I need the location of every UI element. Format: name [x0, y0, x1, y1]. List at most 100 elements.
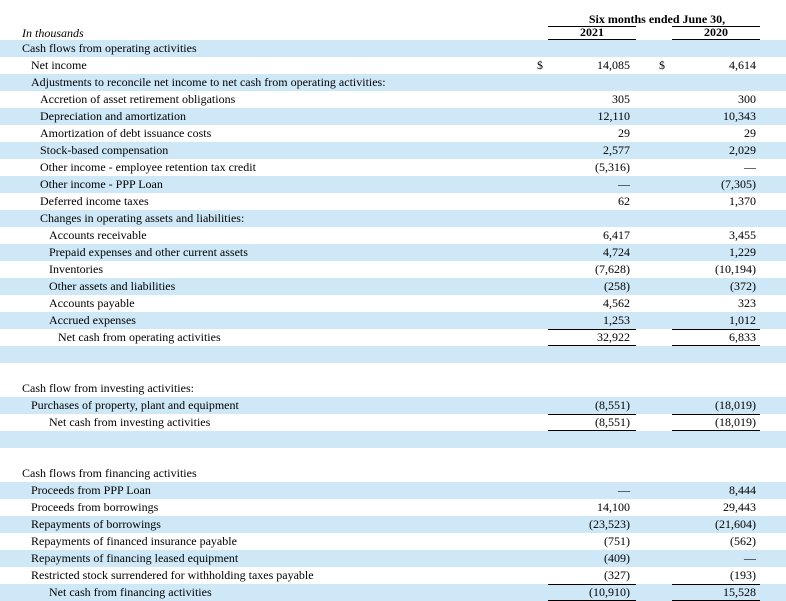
value-2020: (562) — [730, 534, 756, 548]
value-2020: (21,604) — [715, 517, 756, 531]
subtotal-rule-2021 — [548, 584, 636, 585]
total-rule-2020 — [672, 345, 760, 346]
row-label: Changes in operating assets and liabilit… — [40, 211, 245, 225]
header-rule-2020 — [672, 39, 760, 40]
row-label: Net income — [31, 58, 87, 72]
row-label: Accrued expenses — [49, 313, 136, 327]
total-rule-2021 — [548, 430, 636, 431]
value-2020: 1,012 — [729, 313, 756, 327]
value-2020: — — [744, 551, 756, 565]
table-row: Other income - PPP Loan — (7,305) — [0, 176, 786, 193]
value-2021: 29 — [618, 126, 630, 140]
value-2021: (5,316) — [595, 160, 630, 174]
value-2020: 8,444 — [729, 483, 756, 497]
total-rule-2021 — [548, 345, 636, 346]
subtotal-rule-2021 — [548, 414, 636, 415]
period-underline-2020 — [672, 26, 760, 27]
value-2021: (751) — [604, 534, 630, 548]
value-2020: 2,029 — [729, 143, 756, 157]
table-row: Net cash from operating activities 32,922… — [0, 329, 786, 346]
table-row: Net cash from financing activities (10,91… — [0, 584, 786, 601]
row-label: Prepaid expenses and other current asset… — [49, 245, 248, 259]
value-2020: (7,305) — [721, 177, 756, 191]
subtotal-rule-2020 — [672, 584, 760, 585]
row-label: Restricted stock surrendered for withhol… — [31, 568, 314, 582]
table-row: Adjustments to reconcile net income to n… — [0, 74, 786, 91]
value-2021: (10,910) — [589, 585, 630, 599]
table-row: Net cash from investing activities (8,551… — [0, 414, 786, 431]
value-2020: (18,019) — [715, 398, 756, 412]
value-2021: 2,577 — [603, 143, 630, 157]
table-row: Accounts payable 4,562 323 — [0, 295, 786, 312]
value-2020: (10,194) — [715, 262, 756, 276]
table-row: Amortization of debt issuance costs 29 29 — [0, 125, 786, 142]
value-2021: 14,085 — [597, 58, 630, 72]
period-underline — [548, 26, 636, 27]
header-rule-2021 — [548, 39, 636, 40]
table-row: Repayments of financing leased equipment… — [0, 550, 786, 567]
value-2020: 6,833 — [729, 330, 756, 344]
table-row: Repayments of financed insurance payable… — [0, 533, 786, 550]
units-label: In thousands — [22, 26, 84, 40]
table-row: Prepaid expenses and other current asset… — [0, 244, 786, 261]
row-label: Repayments of financed insurance payable — [31, 534, 237, 548]
value-2020: 1,370 — [729, 194, 756, 208]
row-label: Cash flows from financing activities — [22, 466, 197, 480]
value-2020: 300 — [738, 92, 756, 106]
table-row: Inventories (7,628) (10,194) — [0, 261, 786, 278]
value-2021: 6,417 — [603, 228, 630, 242]
value-2020: 29 — [744, 126, 756, 140]
spacer-row — [0, 363, 786, 380]
value-2020: 323 — [738, 296, 756, 310]
value-2021: (327) — [604, 568, 630, 582]
currency-symbol-2020: $ — [659, 58, 665, 72]
table-row: Other assets and liabilities (258) (372) — [0, 278, 786, 295]
row-label: Depreciation and amortization — [40, 109, 186, 123]
row-label: Repayments of borrowings — [31, 517, 161, 531]
row-label: Net cash from financing activities — [49, 585, 212, 599]
row-label: Cash flow from investing activities: — [22, 381, 194, 395]
column-header-2020: 2020 — [704, 25, 728, 39]
subtotal-rule-2020 — [672, 414, 760, 415]
table-row: Restricted stock surrendered for withhol… — [0, 567, 786, 584]
row-label: Net cash from operating activities — [58, 330, 221, 344]
spacer-row — [0, 346, 786, 363]
table-row: Stock-based compensation 2,577 2,029 — [0, 142, 786, 159]
row-label: Repayments of financing leased equipment — [31, 551, 239, 565]
value-2021: — — [618, 483, 630, 497]
value-2021: 62 — [618, 194, 630, 208]
table-row: Cash flows from financing activities — [0, 465, 786, 482]
value-2021: 12,110 — [597, 109, 630, 123]
cash-flow-table: Cash flows from operating activities Net … — [0, 40, 786, 601]
row-label: Other income - employee retention tax cr… — [40, 160, 256, 174]
table-row: Cash flow from investing activities: — [0, 380, 786, 397]
value-2021: 4,562 — [603, 296, 630, 310]
table-row: Changes in operating assets and liabilit… — [0, 210, 786, 227]
value-2021: — — [618, 177, 630, 191]
total-rule-2020 — [672, 430, 760, 431]
row-label: Amortization of debt issuance costs — [40, 126, 212, 140]
value-2021: (23,523) — [589, 517, 630, 531]
table-row: Other income - employee retention tax cr… — [0, 159, 786, 176]
value-2020: (18,019) — [715, 415, 756, 429]
row-label: Proceeds from borrowings — [31, 500, 159, 514]
row-label: Adjustments to reconcile net income to n… — [31, 75, 386, 89]
value-2021: 32,922 — [597, 330, 630, 344]
spacer-row — [0, 448, 786, 465]
row-label: Stock-based compensation — [40, 143, 169, 157]
value-2020: 10,343 — [723, 109, 756, 123]
spacer-row — [0, 431, 786, 448]
value-2021: 1,253 — [603, 313, 630, 327]
value-2020: 29,443 — [723, 500, 756, 514]
row-label: Accounts payable — [49, 296, 135, 310]
row-label: Inventories — [49, 262, 103, 276]
table-row: Depreciation and amortization 12,110 10,34… — [0, 108, 786, 125]
currency-symbol-2021: $ — [537, 58, 543, 72]
table-row: Accrued expenses 1,253 1,012 — [0, 312, 786, 329]
row-label: Accounts receivable — [49, 228, 147, 242]
table-row: Net income $ $14,085 4,614 — [0, 57, 786, 74]
value-2021: (409) — [604, 551, 630, 565]
value-2021: (258) — [604, 279, 630, 293]
table-row: Cash flows from operating activities — [0, 40, 786, 57]
value-2020: 15,528 — [723, 585, 756, 599]
